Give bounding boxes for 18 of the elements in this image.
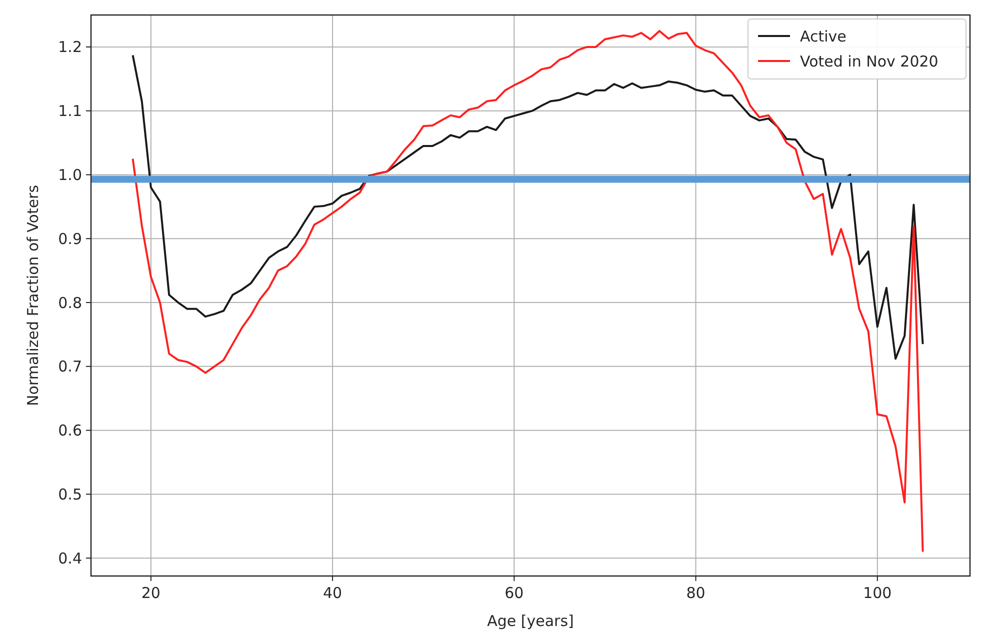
y-tick-label: 0.8 bbox=[58, 294, 82, 312]
y-tick-label: 1.1 bbox=[58, 102, 82, 120]
y-tick-label: 0.9 bbox=[58, 230, 82, 248]
y-tick-label: 1.2 bbox=[58, 38, 82, 56]
legend-label: Voted in Nov 2020 bbox=[800, 52, 938, 70]
x-tick-label: 80 bbox=[686, 584, 706, 602]
y-tick-label: 0.5 bbox=[58, 485, 82, 504]
x-tick-label: 40 bbox=[322, 584, 342, 602]
x-axis-title: Age [years] bbox=[487, 612, 574, 630]
y-tick-label: 0.4 bbox=[58, 549, 82, 568]
y-tick-label: 0.6 bbox=[58, 422, 82, 440]
x-tick-label: 20 bbox=[141, 584, 160, 602]
x-tick-label: 100 bbox=[863, 584, 892, 602]
y-tick-label: 1.0 bbox=[58, 166, 82, 184]
x-tick-label: 60 bbox=[504, 584, 524, 602]
legend-label: Active bbox=[800, 27, 846, 46]
y-tick-label: 0.7 bbox=[58, 358, 82, 376]
y-axis-title: Normalized Fraction of Voters bbox=[24, 184, 42, 406]
